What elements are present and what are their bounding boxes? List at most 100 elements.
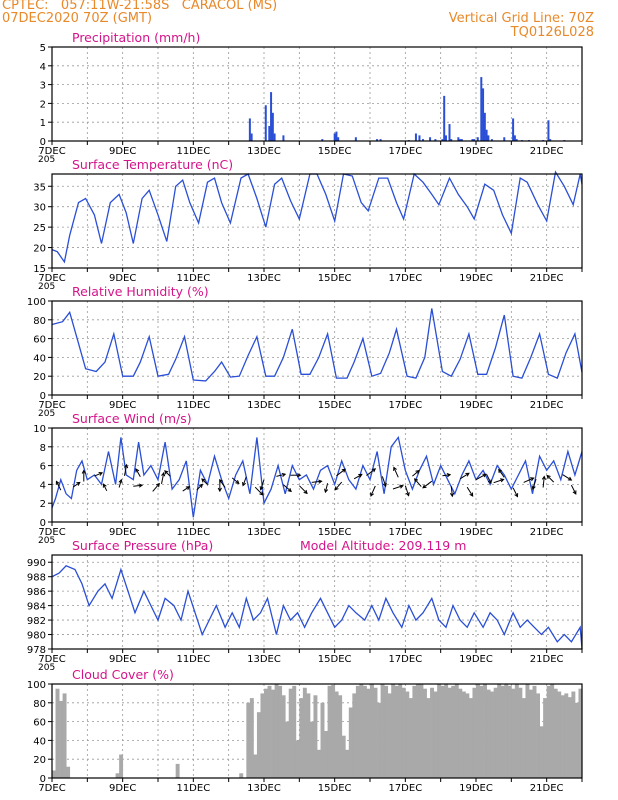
- y-tick-label: 15: [33, 264, 46, 275]
- wind-arrow: [196, 484, 203, 491]
- wind-arrow: [412, 470, 420, 477]
- wind-arrow: [72, 482, 81, 488]
- cloud-bar: [557, 691, 562, 778]
- wind-arrow: [486, 474, 492, 484]
- wind-arrow: [498, 469, 505, 478]
- precip-bar: [333, 133, 336, 141]
- cloud-bar: [440, 685, 445, 778]
- precip-bar: [512, 118, 515, 141]
- x-tick-label: 19DEC: [459, 783, 493, 794]
- series-line: [51, 170, 583, 264]
- wind-arrow: [94, 472, 103, 477]
- wind-arrow-head: [287, 487, 292, 493]
- wind-arrow: [381, 476, 387, 487]
- panel-title: Precipitation (mm/h): [72, 30, 200, 45]
- precip-bar: [354, 137, 357, 141]
- x-tick-label: 13DEC: [247, 146, 281, 157]
- wind-arrow: [512, 487, 518, 497]
- wind-arrow-head: [98, 471, 104, 476]
- y-tick-label: 2: [40, 499, 46, 510]
- series-line: [51, 308, 583, 382]
- cloud-bar: [260, 693, 265, 778]
- cloud-bar: [274, 684, 279, 778]
- wind-arrow-head: [297, 473, 302, 478]
- x-tick-label: 7DEC: [38, 146, 65, 157]
- wind-arrow-head: [235, 479, 240, 485]
- wind-arrow-head: [155, 482, 160, 488]
- cloud-bar: [285, 721, 290, 778]
- x-tick-label: 9DEC: [109, 654, 136, 665]
- panel-frame: [51, 554, 583, 650]
- cloud-bar: [373, 687, 378, 778]
- y-tick-label: 0: [40, 518, 46, 529]
- x-tick-label: 17DEC: [388, 273, 422, 284]
- precip-bar: [270, 92, 273, 141]
- cloud-bar: [278, 685, 283, 778]
- cloud-bar: [387, 693, 392, 778]
- y-tick-label: 80: [33, 316, 46, 327]
- wind-arrow: [414, 478, 422, 487]
- x-tick-label: 15DEC: [318, 654, 352, 665]
- cloud-bar: [355, 685, 360, 778]
- precip-bar: [460, 139, 463, 141]
- overlap-label: 205: [38, 663, 55, 673]
- wind-arrow-head: [318, 479, 323, 484]
- x-tick-label: 21DEC: [530, 527, 564, 538]
- header: CPTEC: 057:11W-21:58S CARACOL (MS) 07DEC…: [0, 0, 618, 48]
- wind-arrow-head: [514, 493, 519, 498]
- precip-bar: [490, 139, 493, 141]
- y-tick-label: 100: [27, 297, 46, 308]
- precip-bar: [487, 135, 490, 141]
- precip-bar: [429, 137, 432, 141]
- wind-arrow-head: [161, 471, 166, 477]
- y-tick-label: 35: [33, 182, 46, 193]
- panel-title: Surface Temperature (nC): [72, 157, 233, 172]
- precip-bar: [335, 131, 338, 141]
- cloud-bar: [302, 687, 307, 778]
- wind-arrow-head: [382, 482, 387, 488]
- cloud-bar: [253, 754, 258, 778]
- cloud-bar: [578, 688, 583, 778]
- cloud-bar: [497, 684, 502, 778]
- cloud-bar: [348, 707, 353, 778]
- cloud-bar: [521, 698, 526, 778]
- wind-arrow: [562, 474, 572, 481]
- wind-arrow-head: [164, 470, 169, 475]
- x-tick-label: 21DEC: [530, 400, 564, 411]
- wind-arrow-head: [572, 490, 577, 495]
- panel-1: [48, 170, 583, 272]
- wind-arrow-head: [259, 491, 264, 496]
- wind-arrow-head: [124, 463, 129, 469]
- cloud-bar: [447, 687, 452, 778]
- y-tick-label: 10: [33, 424, 46, 435]
- precip-bar: [264, 105, 267, 141]
- y-tick-label: 80: [33, 699, 46, 710]
- wind-arrow-head: [465, 472, 470, 477]
- wind-arrow-head: [217, 487, 222, 493]
- precip-bar: [515, 139, 518, 141]
- cloud-bar: [536, 693, 540, 778]
- wind-arrow-head: [541, 475, 547, 480]
- overlap-label: 205: [38, 409, 55, 419]
- precip-bar: [337, 137, 340, 141]
- cloud-bar: [415, 684, 420, 778]
- wind-arrow: [493, 478, 504, 484]
- y-tick-label: 30: [33, 203, 46, 214]
- x-tick-label: 13DEC: [247, 654, 281, 665]
- x-tick-label: 19DEC: [459, 273, 493, 284]
- x-tick-label: 13DEC: [247, 273, 281, 284]
- date-title: 07DEC2020 70Z (GMT): [2, 11, 153, 26]
- x-tick-label: 11DEC: [176, 783, 210, 794]
- x-tick-label: 9DEC: [109, 273, 136, 284]
- cloud-bar: [249, 698, 254, 778]
- y-tick-label: 40: [33, 353, 46, 364]
- wind-arrow: [254, 486, 264, 496]
- wind-arrow: [201, 478, 208, 485]
- cloud-bar: [419, 684, 424, 778]
- cloud-bar: [507, 685, 512, 778]
- wind-arrow-head: [334, 486, 339, 491]
- wind-arrow-head: [446, 473, 452, 478]
- x-tick-label: 11DEC: [176, 527, 210, 538]
- cloud-bar: [313, 695, 318, 778]
- wind-arrow: [182, 486, 190, 492]
